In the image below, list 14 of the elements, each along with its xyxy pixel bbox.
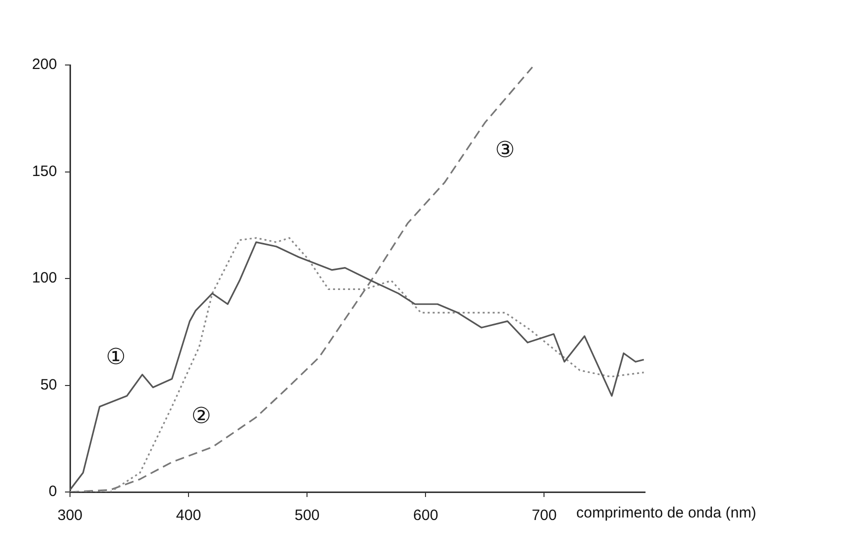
series-label: ①	[106, 344, 126, 370]
series-label: ②	[191, 404, 212, 429]
x-tick-label: 700	[532, 507, 557, 524]
x-tick-label: 600	[413, 507, 438, 524]
series-label: ③	[495, 138, 515, 163]
y-tick-label: 0	[48, 483, 57, 500]
x-tick-label: 500	[294, 507, 320, 524]
y-tick-label: 50	[40, 376, 57, 394]
x-axis-title: comprimento de onda (nm)	[576, 504, 756, 522]
y-tick-label: 150	[32, 162, 57, 180]
x-tick-label: 400	[176, 507, 202, 524]
y-tick-label: 100	[32, 270, 57, 287]
y-tick-label: 200	[32, 56, 57, 74]
x-tick-label: 300	[57, 507, 83, 524]
